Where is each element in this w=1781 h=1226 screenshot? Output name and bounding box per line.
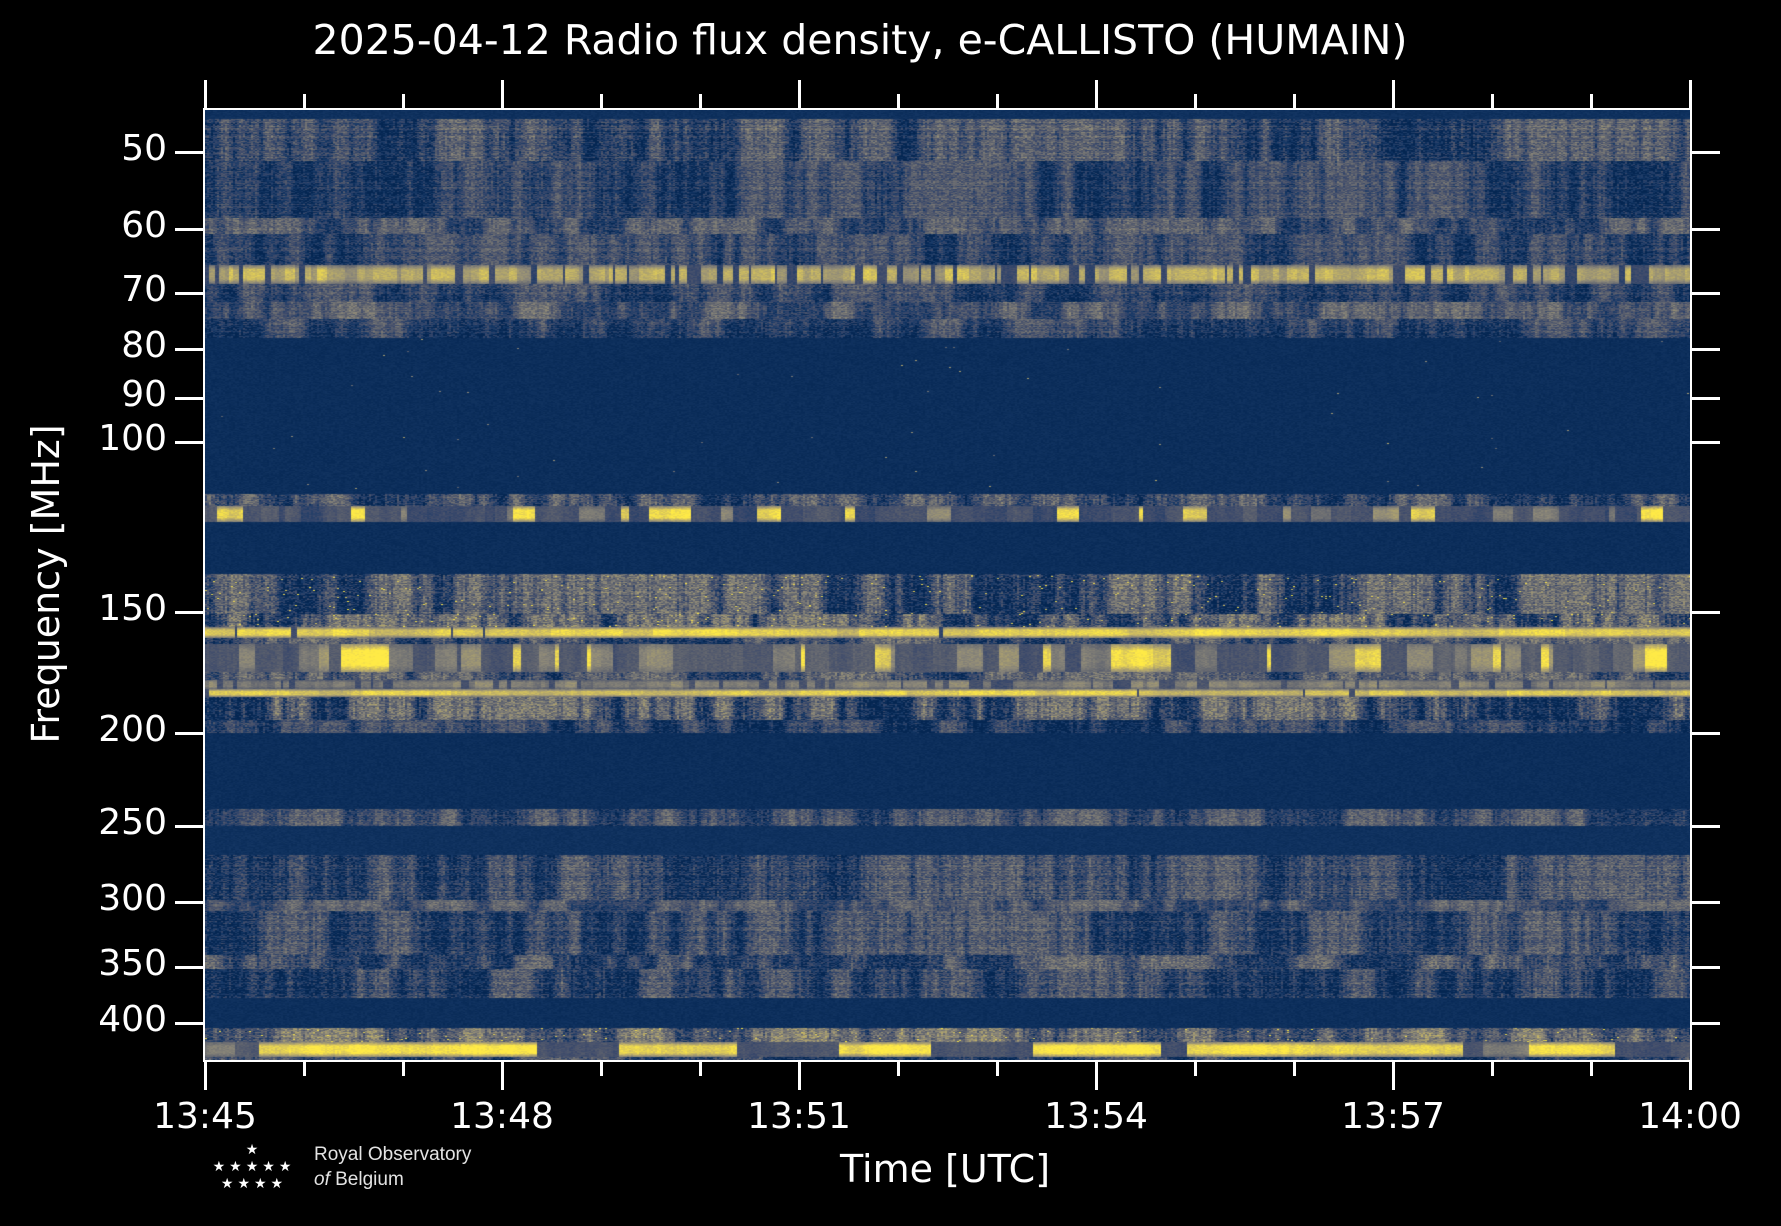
x-minor-tick-top (402, 94, 405, 108)
y-major-tick-left (175, 732, 203, 735)
x-minor-tick-top (600, 94, 603, 108)
x-minor-tick-bottom (303, 1062, 306, 1076)
y-major-tick-left (175, 611, 203, 614)
x-major-tick-top (798, 80, 801, 108)
x-tick-label: 13:51 (747, 1096, 851, 1137)
x-minor-tick-bottom (897, 1062, 900, 1076)
x-major-tick-bottom (1095, 1062, 1098, 1090)
x-minor-tick-top (1590, 94, 1593, 108)
y-major-tick-left (175, 228, 203, 231)
y-tick-label: 250 (98, 802, 167, 843)
x-major-tick-bottom (1689, 1062, 1692, 1090)
y-major-tick-right (1692, 397, 1720, 400)
x-minor-tick-bottom (1491, 1062, 1494, 1076)
x-minor-tick-bottom (699, 1062, 702, 1076)
rob-logo-text: Royal Observatory of Belgium (314, 1142, 471, 1192)
x-tick-label: 13:48 (450, 1096, 554, 1137)
y-major-tick-left (175, 397, 203, 400)
y-major-tick-right (1692, 228, 1720, 231)
y-major-tick-right (1692, 348, 1720, 351)
y-major-tick-right (1692, 825, 1720, 828)
y-tick-label: 350 (98, 943, 167, 984)
y-major-tick-left (175, 292, 203, 295)
y-tick-label: 70 (121, 269, 167, 310)
y-tick-label: 100 (98, 418, 167, 459)
x-minor-tick-top (303, 94, 306, 108)
rob-logo-stars-icon: ★ ★★★★★ ★★★★ (208, 1142, 300, 1193)
x-minor-tick-top (1293, 94, 1296, 108)
rob-logo-line2: of Belgium (314, 1167, 471, 1192)
y-tick-label: 80 (121, 325, 167, 366)
x-minor-tick-top (1491, 94, 1494, 108)
x-axis-title: Time [UTC] (839, 1147, 1051, 1191)
x-minor-tick-top (699, 94, 702, 108)
y-major-tick-left (175, 441, 203, 444)
x-major-tick-top (1095, 80, 1098, 108)
x-minor-tick-bottom (600, 1062, 603, 1076)
x-major-tick-top (501, 80, 504, 108)
y-tick-label: 90 (121, 374, 167, 415)
x-minor-tick-top (897, 94, 900, 108)
x-major-tick-bottom (1392, 1062, 1395, 1090)
star-row-2: ★★★★★ (212, 1159, 296, 1175)
y-axis-title: Frequency [MHz] (24, 424, 68, 744)
y-tick-label: 300 (98, 878, 167, 919)
x-minor-tick-bottom (996, 1062, 999, 1076)
star-row-1: ★ (245, 1142, 263, 1158)
rob-logo-of: of (314, 1169, 330, 1190)
x-minor-tick-bottom (1194, 1062, 1197, 1076)
y-major-tick-left (175, 348, 203, 351)
y-major-tick-left (175, 825, 203, 828)
x-minor-tick-bottom (402, 1062, 405, 1076)
x-minor-tick-top (996, 94, 999, 108)
y-major-tick-right (1692, 441, 1720, 444)
y-major-tick-right (1692, 151, 1720, 154)
rob-logo-belgium: Belgium (329, 1169, 404, 1190)
y-tick-label: 60 (121, 205, 167, 246)
x-tick-label: 13:57 (1341, 1096, 1445, 1137)
y-major-tick-right (1692, 901, 1720, 904)
y-major-tick-right (1692, 611, 1720, 614)
x-major-tick-top (1392, 80, 1395, 108)
plot-area (203, 108, 1692, 1062)
x-major-tick-top (204, 80, 207, 108)
chart-title: 2025-04-12 Radio flux density, e-CALLIST… (312, 16, 1408, 64)
x-major-tick-top (1689, 80, 1692, 108)
y-major-tick-right (1692, 966, 1720, 969)
y-major-tick-left (175, 151, 203, 154)
y-tick-label: 50 (121, 128, 167, 169)
y-major-tick-left (175, 966, 203, 969)
y-major-tick-left (175, 901, 203, 904)
star-row-3: ★★★★ (220, 1176, 288, 1192)
x-minor-tick-bottom (1293, 1062, 1296, 1076)
y-tick-label: 150 (98, 588, 167, 629)
x-minor-tick-bottom (1590, 1062, 1593, 1076)
y-major-tick-right (1692, 1022, 1720, 1025)
rob-logo: ★ ★★★★★ ★★★★ Royal Observatory of Belgiu… (208, 1142, 472, 1193)
x-tick-label: 13:54 (1044, 1096, 1148, 1137)
x-tick-label: 13:45 (153, 1096, 257, 1137)
x-major-tick-bottom (798, 1062, 801, 1090)
y-tick-label: 400 (98, 999, 167, 1040)
y-major-tick-left (175, 1022, 203, 1025)
x-major-tick-bottom (204, 1062, 207, 1090)
x-minor-tick-top (1194, 94, 1197, 108)
rob-logo-line1: Royal Observatory (314, 1144, 472, 1165)
y-major-tick-right (1692, 732, 1720, 735)
x-major-tick-bottom (501, 1062, 504, 1090)
x-tick-label: 14:00 (1638, 1096, 1742, 1137)
spectrogram-canvas (205, 110, 1690, 1060)
y-major-tick-right (1692, 292, 1720, 295)
y-tick-label: 200 (98, 709, 167, 750)
